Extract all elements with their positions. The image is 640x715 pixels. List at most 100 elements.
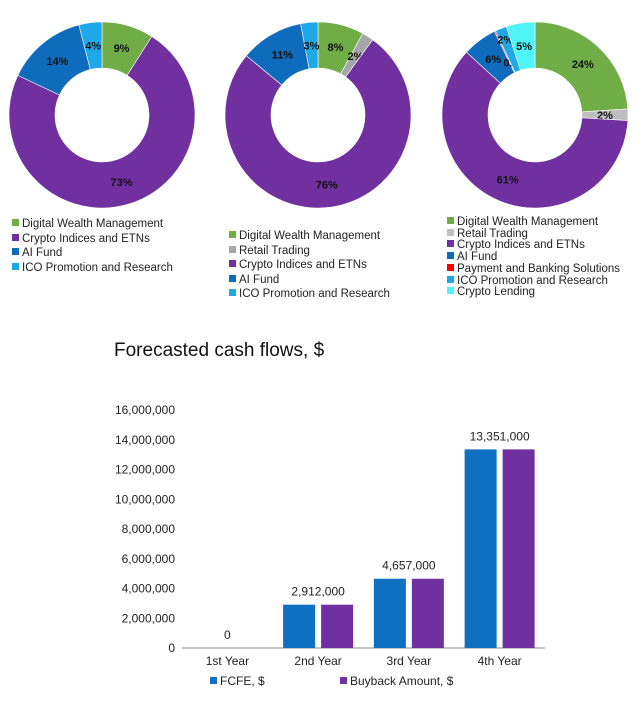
donut-slice [441, 51, 629, 209]
y-tick-label: 4,000,000 [122, 582, 176, 596]
slice-label: 6% [485, 54, 501, 66]
donut-slice [224, 39, 412, 209]
legend-swatch [447, 228, 454, 236]
x-tick-label: 2nd Year [294, 654, 341, 668]
legend-item: Crypto Indices and ETNs [447, 240, 620, 252]
legend-label: Payment and Banking Solutions [457, 262, 621, 275]
legend-item: Retail Trading [229, 244, 390, 259]
legend-item: ICO Promotion and Research [229, 287, 390, 302]
slice-label: 9% [114, 43, 130, 55]
legend-label: Digital Wealth Management [457, 216, 599, 228]
x-tick-label: 3rd Year [387, 654, 432, 668]
donut-slice [505, 21, 536, 71]
legend-swatch [340, 677, 347, 684]
legend-label: AI Fund [239, 273, 280, 286]
legend-swatch [210, 677, 217, 684]
slice-label: 73% [111, 177, 133, 189]
legend-item: Payment and Banking Solutions [447, 262, 621, 276]
legend-item: Retail Trading [447, 227, 620, 241]
legend-swatch [229, 260, 236, 267]
legend-swatch [229, 231, 236, 238]
slice-label: 8% [327, 42, 343, 54]
donut-slice [8, 36, 196, 209]
legend-item: AI Fund [229, 273, 390, 288]
legend-label: Retail Trading [239, 244, 310, 257]
x-tick-label: 1st Year [206, 654, 249, 668]
legend-item: ICO Promotion and Research [447, 274, 620, 288]
bar-buyback [321, 604, 354, 648]
bar-buyback [411, 578, 444, 648]
slice-label: 76% [316, 179, 338, 191]
slice-label: 3% [303, 40, 319, 52]
bar-fcfe [283, 604, 316, 648]
legend-swatch [12, 248, 19, 255]
slice-label: 2% [497, 35, 513, 47]
slice-label: 14% [46, 56, 68, 68]
donut-slice [534, 21, 629, 113]
legend-swatch [447, 252, 454, 260]
legend-swatch [447, 287, 454, 295]
legend-swatch [447, 240, 454, 248]
legend-swatch [12, 262, 19, 270]
legend-swatch [447, 217, 454, 224]
bar-buyback [502, 449, 535, 648]
legend-swatch [447, 263, 454, 271]
y-tick-label: 14,000,000 [115, 433, 175, 447]
y-tick-label: 6,000,000 [122, 552, 176, 566]
legend-item: Digital Wealth Management [229, 229, 390, 244]
y-tick-label: 0 [168, 641, 175, 655]
legend-swatch [229, 289, 236, 296]
legend-item: Crypto Indices and ETNs [229, 258, 390, 273]
slice-label: 11% [272, 50, 294, 62]
donut-slice [78, 21, 103, 70]
slice-label: 24% [572, 59, 594, 71]
slice-label: 61% [497, 174, 519, 186]
bar-fcfe [373, 578, 406, 648]
legend-label: Retail Trading [457, 227, 528, 240]
legend-item: Digital Wealth Management [447, 216, 620, 229]
legend-item: Crypto Indices and ETNs [12, 232, 173, 247]
legend-item: Digital Wealth Management [12, 217, 173, 232]
y-tick-label: 12,000,000 [115, 463, 175, 477]
data-label: 13,351,000 [470, 429, 530, 443]
donut-slice [300, 21, 319, 70]
data-label: 0 [224, 628, 231, 642]
legend-label: Digital Wealth Management [239, 230, 381, 242]
data-label: 2,912,000 [291, 585, 345, 599]
legend-label: Crypto Lending [457, 286, 535, 299]
bar-chart-title: Forecasted cash flows, $ [114, 340, 325, 361]
y-tick-label: 8,000,000 [122, 522, 176, 536]
legend-label: Crypto Indices and ETNs [239, 259, 367, 271]
y-tick-label: 2,000,000 [122, 611, 176, 625]
legend-label: Crypto Indices and ETNs [22, 232, 150, 245]
legend-label: Crypto Indices and ETNs [457, 239, 585, 252]
bar-fcfe [464, 449, 497, 648]
legend-item: Crypto Lending [447, 286, 620, 299]
slice-label: 5% [516, 41, 532, 53]
legend-swatch [229, 274, 236, 282]
legend-label: FCFE, $ [220, 674, 265, 688]
legend-item-fcfe: FCFE, $ [210, 674, 265, 688]
legend-donut-3: Digital Wealth Management Retail Trading C… [447, 216, 621, 299]
legend-label: Digital Wealth Management [22, 218, 164, 230]
legend-donut-1: Digital Wealth Management Crypto Indices … [12, 217, 173, 275]
legend-label: AI Fund [457, 251, 498, 264]
legend-label: Buyback Amount, $ [350, 674, 454, 688]
y-tick-label: 10,000,000 [115, 492, 175, 506]
legend-donut-2: Digital Wealth Management Retail Trading C… [229, 229, 390, 302]
legend-label: ICO Promotion and Research [457, 274, 608, 287]
y-tick-label: 16,000,000 [115, 403, 175, 417]
legend-item: AI Fund [447, 251, 620, 264]
legend-swatch [447, 275, 454, 283]
data-label: 4,657,000 [382, 559, 436, 573]
legend-swatch [12, 219, 19, 226]
legend-swatch [229, 245, 236, 253]
legend-label: ICO Promotion and Research [239, 288, 390, 300]
legend-label: AI Fund [22, 247, 63, 259]
legend-item: AI Fund [12, 246, 173, 261]
legend-item-buyback: Buyback Amount, $ [340, 674, 453, 688]
legend-item: ICO Promotion and Research [12, 261, 173, 276]
legend-swatch [12, 233, 19, 241]
